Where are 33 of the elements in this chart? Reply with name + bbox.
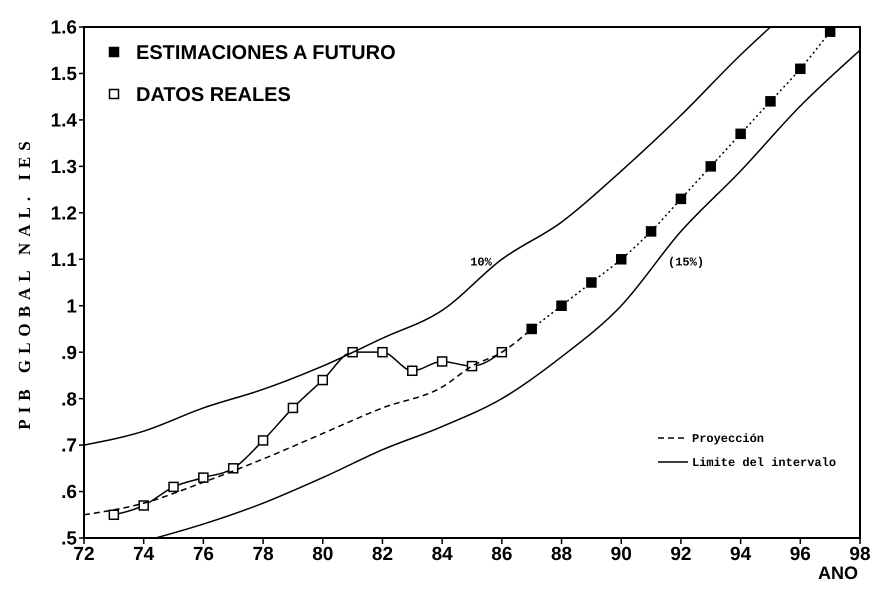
x-tick-label: 86	[491, 544, 512, 565]
y-tick-label: 1.6	[50, 18, 77, 39]
legend-label: Proyección	[692, 432, 764, 446]
y-tick-label: 1.3	[50, 157, 77, 178]
y-tick-label: 1	[66, 296, 78, 318]
x-tick-label: 98	[849, 544, 871, 565]
annotation: (15%)	[668, 255, 704, 270]
y-tick-label: 1.1	[50, 250, 78, 271]
legend-label: ESTIMACIONES A FUTURO	[136, 42, 396, 64]
x-tick-label: 78	[252, 544, 274, 565]
y-tick-label: .7	[61, 436, 77, 457]
x-tick-label: 74	[133, 544, 155, 565]
x-tick-label: 76	[192, 544, 214, 565]
y-tick-label: .6	[61, 482, 77, 504]
legend-label: DATOS REALES	[136, 84, 291, 106]
x-axis-title: ANO	[818, 563, 858, 583]
x-tick-label: 80	[312, 544, 334, 565]
x-tick-label: 84	[432, 544, 454, 565]
y-axis-title: PIB GLOBAL NAL. IES	[15, 135, 34, 430]
x-tick-label: 90	[610, 544, 632, 565]
x-tick-label: 72	[73, 544, 95, 565]
x-tick-label: 94	[730, 544, 752, 565]
legend-label: Limite del intervalo	[692, 456, 836, 470]
x-tick-label: 82	[372, 544, 394, 565]
y-tick-label: 1.5	[50, 64, 78, 86]
y-tick-label: 1.4	[50, 110, 78, 132]
y-tick-label: 1.2	[50, 203, 77, 224]
y-tick-label: .8	[61, 389, 77, 410]
y-tick-label: .9	[61, 342, 77, 364]
annotation: 10%	[470, 255, 493, 270]
x-tick-label: 88	[550, 544, 572, 565]
x-tick-label: 96	[790, 544, 811, 565]
x-tick-label: 92	[670, 544, 692, 565]
